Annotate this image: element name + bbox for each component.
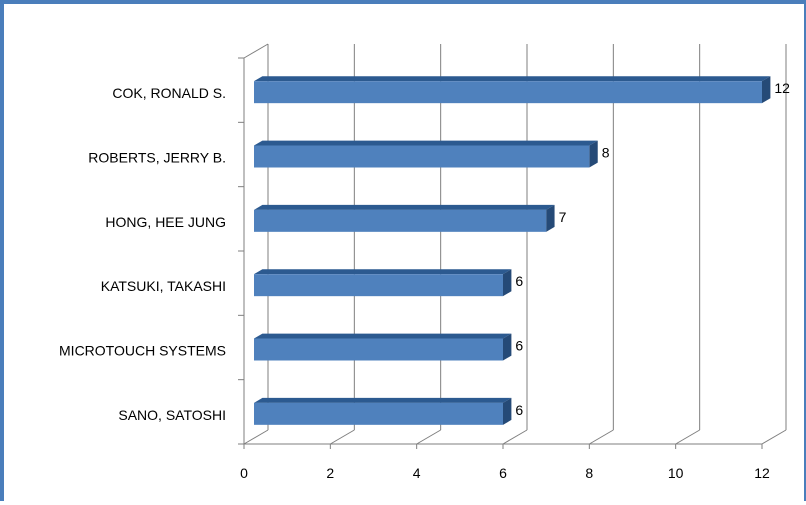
gridlines [238,43,787,449]
bar-2 [254,140,598,168]
value-tick-label: 0 [240,465,248,481]
bar-side-face [503,397,512,425]
data-label: 6 [515,338,523,354]
bar-top-face [254,333,512,339]
bar-front-face [254,145,590,168]
value-tick-label: 12 [754,465,770,481]
bar-chart: 12 COK, RONALD S. 8 ROBERTS, JERRY B. 7 HONG,… [59,43,790,481]
bar-side-face [503,333,512,361]
floor-line-x-6 [502,429,528,445]
floor-line-x-0 [243,429,269,445]
floor-line-x-10 [675,429,700,445]
value-tick-label: 4 [413,465,421,481]
bar-front-face [254,81,762,104]
bar-3 [254,204,555,232]
bar-top-face [254,269,512,275]
bar-top-face [254,397,512,403]
category-label: SANO, SATOSHI [118,407,226,423]
bar-5 [254,333,512,361]
value-tick-label: 6 [499,465,507,481]
floor-line-x-8 [589,429,614,445]
category-label: ROBERTS, JERRY B. [88,150,226,166]
data-label: 12 [774,80,790,96]
bar-1 [254,76,771,104]
bar-front-face [254,274,503,297]
bar-front-face [254,209,547,232]
floor-line-x-4 [416,429,441,445]
category-label: COK, RONALD S. [112,85,226,101]
data-label: 6 [515,273,523,289]
value-tick-label: 8 [585,465,593,481]
bar-top-face [254,140,598,146]
bar-front-face [254,338,503,361]
floor-line-x-12 [761,429,787,445]
bar-side-face [546,204,555,232]
labels: 12 COK, RONALD S. 8 ROBERTS, JERRY B. 7 HONG,… [59,80,790,481]
value-tick-label: 2 [326,465,334,481]
category-label: HONG, HEE JUNG [105,214,226,230]
data-label: 8 [602,145,610,161]
bar-side-face [762,76,771,104]
bar-6 [254,397,512,425]
category-label: MICROTOUCH SYSTEMS [59,343,226,359]
data-label: 7 [559,209,567,225]
category-label: KATSUKI, TAKASHI [101,278,226,294]
value-tick-label: 10 [668,465,684,481]
bar-top-face [254,76,771,82]
floor-line-x-2 [330,429,355,445]
bar-top-face [254,204,555,210]
bar-side-face [503,269,512,297]
category-axis-top-edge [243,43,269,59]
bars [254,76,771,425]
bar-side-face [589,140,598,168]
bar-4 [254,269,512,297]
bar-front-face [254,402,503,425]
data-label: 6 [515,402,523,418]
